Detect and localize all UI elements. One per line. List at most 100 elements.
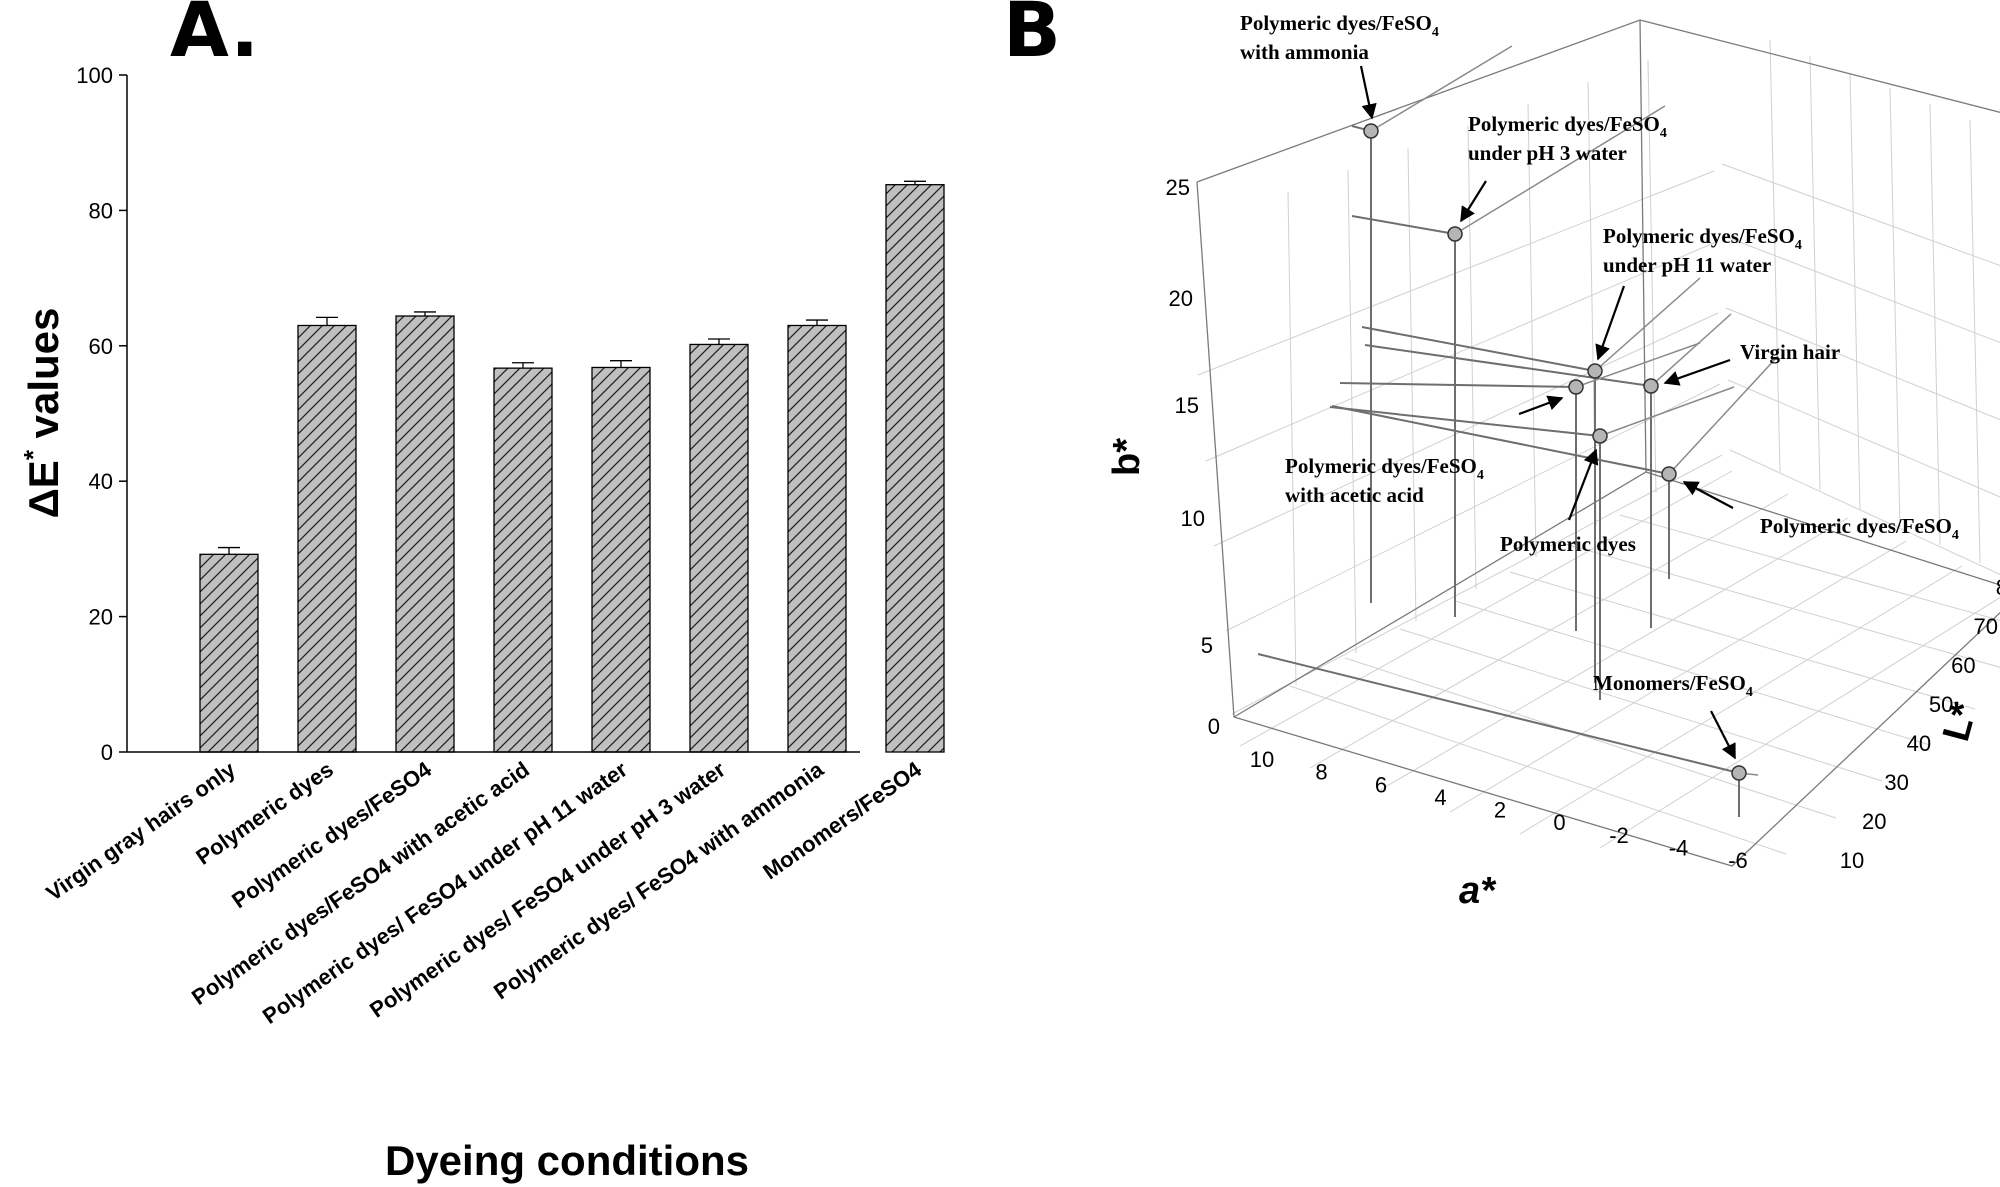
guide-line: [1364, 344, 1652, 387]
y-axis-title-base: ΔE: [20, 460, 67, 518]
bar: [493, 367, 553, 753]
point-label: Polymeric dyes/FeSO4: [1285, 454, 1484, 483]
3d-gridlines: [1197, 39, 2000, 855]
point-label-main: Polymeric dyes/FeSO: [1760, 514, 1952, 538]
point-label-subscript: 4: [1477, 468, 1484, 483]
annotation-arrow: [1518, 395, 1564, 416]
b-tick-label: 0: [1208, 714, 1220, 739]
annotation-arrow: [1567, 448, 1599, 521]
point-label: Monomers/FeSO4: [1593, 671, 1753, 700]
point-label: Polymeric dyes/FeSO4: [1240, 11, 1439, 40]
y-axis-title: ΔE* values: [18, 308, 67, 519]
a-axis-title: a*: [1459, 870, 1497, 912]
annotation-arrow: [1663, 358, 1731, 386]
guide-line: [1370, 45, 1513, 132]
b-tick-label: 10: [1181, 506, 1205, 531]
guide-line: [1329, 406, 1601, 437]
bars: [199, 180, 945, 753]
bar: [395, 315, 455, 753]
point-label-main: Polymeric dyes/FeSO: [1468, 112, 1660, 136]
bar: [591, 366, 651, 753]
y-axis-ticks: 0 20 40 60 80 100: [76, 63, 127, 765]
b-axis-title: b*: [1106, 438, 1148, 476]
data-point: [1568, 379, 1584, 395]
bar: [787, 324, 847, 753]
scatter3d-panel: B 05101520251086420-2-4-6102030405060708…: [1003, 0, 2000, 912]
bar: [885, 184, 945, 753]
guide-line: [1257, 653, 1740, 774]
point-label-line2: with ammonia: [1240, 40, 1369, 64]
point-label-subscript: 4: [1432, 25, 1439, 40]
data-point: [1447, 226, 1463, 242]
a-tick-label: -2: [1609, 823, 1629, 848]
annotation-arrow: [1595, 285, 1626, 361]
guide-line: [1650, 313, 1732, 387]
annotation-arrow: [1460, 180, 1487, 223]
point-label: Virgin hair: [1740, 340, 1840, 364]
annotation-arrow: [1710, 710, 1736, 760]
point-label-main: Polymeric dyes/FeSO: [1603, 224, 1795, 248]
l-tick-label: 50: [1929, 692, 1953, 717]
point-label-subscript: 4: [1952, 528, 1959, 543]
category-label: Polymeric dyes/ FeSO4 under pH 11 water: [258, 756, 632, 1029]
point-label: Polymeric dyes/FeSO4: [1603, 224, 1802, 253]
a-tick-label: 2: [1494, 798, 1506, 823]
annotation-arrow: [1359, 65, 1377, 120]
l-tick-label: 30: [1884, 770, 1908, 795]
panel-letter-b: B: [1003, 0, 1061, 74]
guide-line: [1668, 355, 1779, 475]
guide-line: [1454, 105, 1666, 235]
l-tick-label: 80: [1996, 575, 2000, 600]
data-point: [1363, 123, 1379, 139]
l-tick-label: 10: [1840, 848, 1864, 873]
point-label: Polymeric dyes/FeSO4: [1468, 112, 1667, 141]
point-label-line2: with acetic acid: [1285, 483, 1424, 507]
point-label-line2: under pH 3 water: [1468, 141, 1627, 165]
a-tick-label: -6: [1728, 848, 1748, 873]
bar: [199, 553, 259, 753]
guide-line: [1575, 342, 1701, 388]
y-tick-label: 80: [89, 198, 113, 223]
b-tick-label: 15: [1175, 393, 1199, 418]
x-axis-title: Dyeing conditions: [385, 1137, 749, 1184]
b-tick-label: 25: [1166, 175, 1190, 200]
a-tick-label: 6: [1375, 772, 1387, 797]
guide-line: [1351, 215, 1456, 235]
y-axis-title-sup: *: [18, 449, 48, 460]
l-tick-label: 70: [1973, 614, 1997, 639]
bar-chart-panel: A. 0 20 40 60 80 100 Virgin gray hairs onlyPo…: [18, 0, 945, 1184]
y-tick-label: 0: [101, 740, 113, 765]
panel-letter-a: A.: [170, 0, 259, 74]
guide-line: [1361, 326, 1596, 372]
l-tick-label: 60: [1951, 653, 1975, 678]
y-tick-label: 60: [89, 334, 113, 359]
bar: [297, 324, 357, 753]
b-tick-label: 20: [1169, 286, 1193, 311]
guide-line: [1599, 386, 1735, 437]
l-tick-label: 20: [1862, 809, 1886, 834]
point-label-main: Monomers/FeSO: [1593, 671, 1746, 695]
guide-line: [1594, 277, 1701, 372]
a-tick-label: 4: [1434, 785, 1446, 810]
b-tick-label: 5: [1201, 633, 1213, 658]
data-point: [1731, 765, 1747, 781]
data-point: [1587, 363, 1603, 379]
point-label-subscript: 4: [1795, 238, 1802, 253]
annotation-arrow: [1682, 481, 1734, 509]
a-tick-label: 0: [1553, 810, 1565, 835]
data-point: [1643, 378, 1659, 394]
y-tick-label: 20: [89, 605, 113, 630]
data-point: [1661, 466, 1677, 482]
point-label-subscript: 4: [1660, 126, 1667, 141]
data-points: [1257, 45, 1779, 817]
y-tick-label: 40: [89, 469, 113, 494]
point-label-main: Polymeric dyes/FeSO: [1285, 454, 1477, 478]
a-tick-label: -4: [1669, 835, 1689, 860]
y-tick-label: 100: [76, 63, 113, 88]
bar: [689, 343, 749, 753]
point-label: Polymeric dyes: [1500, 532, 1636, 556]
